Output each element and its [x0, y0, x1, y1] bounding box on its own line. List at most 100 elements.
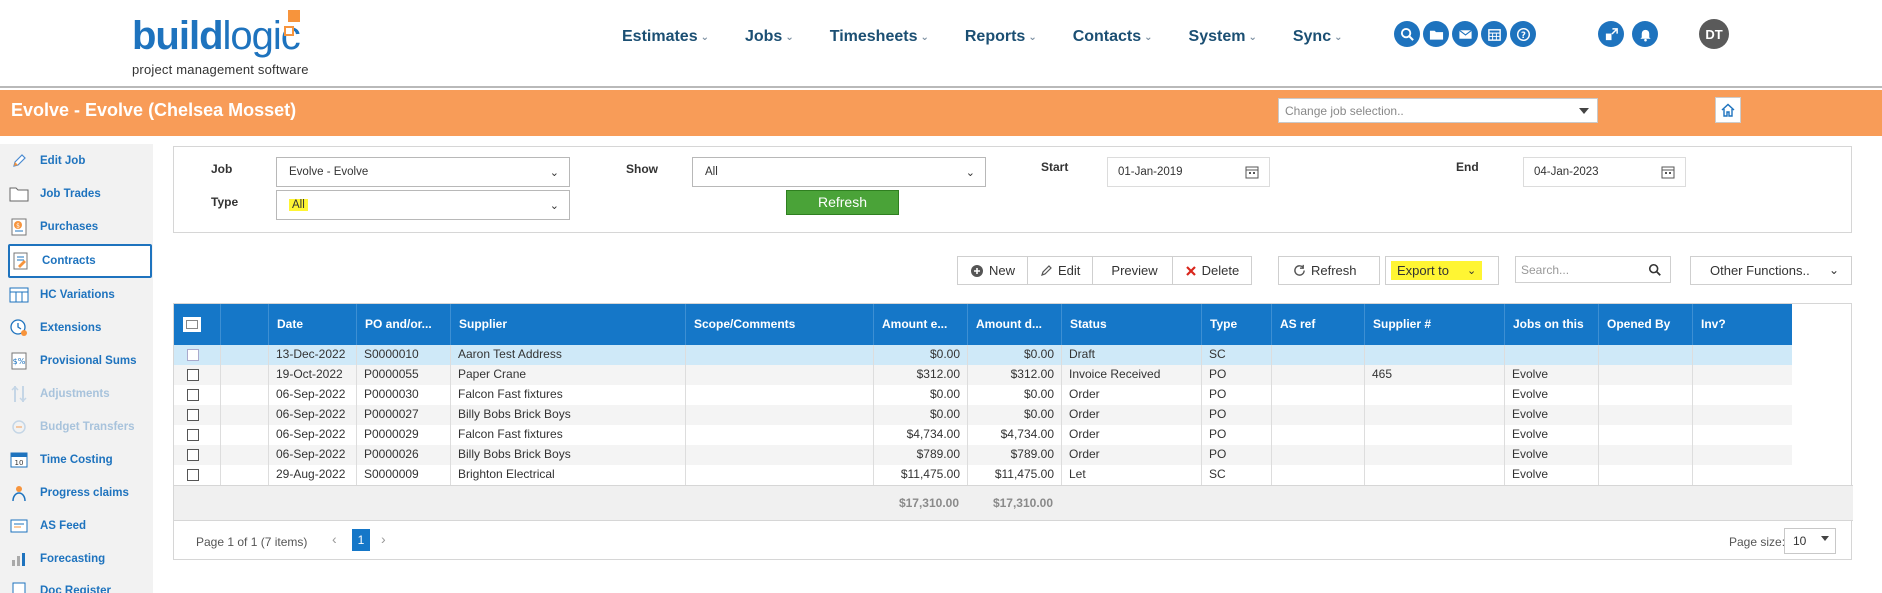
nav-contacts[interactable]: Contacts ⌄ — [1073, 26, 1153, 48]
sidebar-item-doc-register[interactable]: Doc Register — [8, 576, 152, 593]
column-header-status[interactable]: Status — [1061, 304, 1201, 345]
row-checkbox[interactable] — [187, 429, 199, 441]
nav-estimates[interactable]: Estimates ⌄ — [622, 26, 709, 48]
column-header-type[interactable]: Type — [1201, 304, 1271, 345]
job-select[interactable]: Evolve - Evolve ⌄ — [276, 157, 570, 187]
chevron-down-icon: ⌄ — [1144, 31, 1153, 43]
column-header-supplier-number[interactable]: Supplier # — [1364, 304, 1504, 345]
user-avatar[interactable]: DT — [1699, 19, 1729, 49]
edit-button[interactable]: Edit — [1028, 257, 1094, 284]
buildlogic-logo[interactable]: buildlogic project management software — [132, 10, 312, 77]
nav-jobs[interactable]: Jobs ⌄ — [745, 26, 794, 48]
calendar-icon[interactable] — [1245, 165, 1259, 179]
cell-as-ref — [1271, 365, 1364, 385]
filter-refresh-button[interactable]: Refresh — [786, 190, 899, 215]
nav-system[interactable]: System ⌄ — [1189, 26, 1257, 48]
grid-refresh-button[interactable]: Refresh — [1278, 256, 1380, 285]
sidebar-item-adjustments[interactable]: Adjustments — [8, 379, 152, 409]
sidebar-item-contracts[interactable]: Contracts — [8, 244, 152, 278]
nav-sync[interactable]: Sync ⌄ — [1293, 26, 1343, 48]
chevron-down-icon: ⌄ — [1334, 31, 1343, 43]
row-checkbox[interactable] — [187, 449, 199, 461]
end-date-input[interactable]: 04-Jan-2023 — [1523, 157, 1686, 187]
row-select-cell — [174, 345, 220, 365]
chart-icon — [8, 548, 30, 570]
table-row[interactable]: 19-Oct-2022 P0000055 Paper Crane $312.00 $31… — [174, 365, 1792, 385]
bell-icon[interactable] — [1632, 21, 1658, 47]
table-row[interactable]: 13-Dec-2022 S0000010 Aaron Test Address $0.… — [174, 345, 1792, 365]
column-header-as-ref[interactable]: AS ref — [1271, 304, 1364, 345]
new-button[interactable]: New — [958, 257, 1029, 284]
row-spacer-cell — [220, 405, 268, 425]
calendar-icon[interactable] — [1661, 165, 1675, 179]
sidebar-item-edit-job[interactable]: Edit Job — [8, 146, 152, 176]
export-dropdown[interactable]: Export to ⌄ — [1385, 256, 1499, 285]
sidebar-item-label: Provisional Sums — [40, 355, 137, 367]
search-icon[interactable] — [1648, 263, 1662, 277]
row-checkbox[interactable] — [187, 409, 199, 421]
cell-jobs: Evolve — [1504, 405, 1598, 425]
grid-search-input[interactable]: Search... — [1515, 256, 1671, 283]
sidebar-item-purchases[interactable]: $ Purchases — [8, 212, 152, 242]
prev-page-icon[interactable]: ‹ — [332, 531, 337, 547]
sidebar-item-hc-variations[interactable]: HC Variations — [8, 280, 152, 310]
nav-timesheets[interactable]: Timesheets ⌄ — [830, 26, 929, 48]
other-functions-dropdown[interactable]: Other Functions.. ⌄ — [1690, 256, 1852, 285]
cell-date: 06-Sep-2022 — [268, 425, 356, 445]
row-checkbox[interactable] — [187, 469, 199, 481]
column-header-opened-by[interactable]: Opened By — [1598, 304, 1692, 345]
home-button[interactable] — [1715, 97, 1741, 123]
mail-icon[interactable] — [1452, 21, 1478, 47]
delete-button[interactable]: Delete — [1173, 257, 1252, 284]
cell-as-ref — [1271, 405, 1364, 425]
column-header-scope[interactable]: Scope/Comments — [685, 304, 873, 345]
table-row[interactable]: 06-Sep-2022 P0000026 Billy Bobs Brick Boys… — [174, 445, 1792, 465]
column-header-amount-ex[interactable]: Amount e... — [873, 304, 967, 345]
end-label: End — [1456, 160, 1479, 174]
cell-po-number: P0000029 — [356, 425, 450, 445]
table-row[interactable]: 06-Sep-2022 P0000029 Falcon Fast fixtures $… — [174, 425, 1792, 445]
sidebar-item-progress-claims[interactable]: Progress claims — [8, 478, 152, 508]
page-number-current[interactable]: 1 — [352, 529, 370, 551]
table-row[interactable]: 06-Sep-2022 P0000030 Falcon Fast fixtures $… — [174, 385, 1792, 405]
column-header-supplier[interactable]: Supplier — [450, 304, 685, 345]
nav-label: Contacts — [1072, 28, 1142, 45]
change-job-select[interactable]: Change job selection.. — [1278, 98, 1598, 123]
sidebar-item-as-feed[interactable]: AS Feed — [8, 511, 152, 541]
calendar-icon[interactable] — [1481, 21, 1507, 47]
cell-supplier-number — [1364, 445, 1504, 465]
page-size-select[interactable]: 10 — [1784, 528, 1836, 554]
next-page-icon[interactable]: › — [381, 531, 386, 547]
type-select[interactable]: All ⌄ — [276, 190, 570, 220]
sidebar-item-label: Extensions — [40, 322, 102, 334]
row-checkbox[interactable] — [187, 349, 199, 361]
row-checkbox[interactable] — [187, 369, 199, 381]
sidebar-item-time-costing[interactable]: 10 Time Costing — [8, 445, 152, 475]
settings-switch-icon[interactable] — [1598, 21, 1624, 47]
cell-status: Draft — [1061, 345, 1201, 365]
column-header-po[interactable]: PO and/or... — [356, 304, 450, 345]
folder-icon[interactable] — [1423, 21, 1449, 47]
cell-scope — [685, 385, 873, 405]
search-icon[interactable] — [1394, 21, 1420, 47]
column-header-date[interactable]: Date — [268, 304, 356, 345]
column-header-amount-d[interactable]: Amount d... — [967, 304, 1061, 345]
row-checkbox[interactable] — [187, 389, 199, 401]
column-header-inv[interactable]: Inv? — [1692, 304, 1792, 345]
nav-reports[interactable]: Reports ⌄ — [965, 26, 1037, 48]
sidebar-item-extensions[interactable]: Extensions — [8, 313, 152, 343]
table-row[interactable]: 06-Sep-2022 P0000027 Billy Bobs Brick Boys… — [174, 405, 1792, 425]
sidebar-item-provisional-sums[interactable]: $% Provisional Sums — [8, 346, 152, 376]
preview-button[interactable]: Preview — [1093, 257, 1173, 284]
show-select[interactable]: All ⌄ — [692, 157, 986, 187]
purchases-icon: $ — [8, 216, 30, 238]
sidebar-item-forecasting[interactable]: Forecasting — [8, 544, 152, 574]
start-date-input[interactable]: 01-Jan-2019 — [1107, 157, 1270, 187]
table-row[interactable]: 29-Aug-2022 S0000009 Brighton Electrical $1… — [174, 465, 1792, 485]
sidebar-item-budget-transfers[interactable]: Budget Transfers — [8, 412, 152, 442]
help-icon[interactable]: ? — [1510, 21, 1536, 47]
nav-label: Sync — [1292, 28, 1332, 45]
column-header-jobs[interactable]: Jobs on this — [1504, 304, 1598, 345]
sidebar-item-job-trades[interactable]: Job Trades — [8, 179, 152, 209]
select-all-checkbox[interactable] — [183, 317, 201, 332]
